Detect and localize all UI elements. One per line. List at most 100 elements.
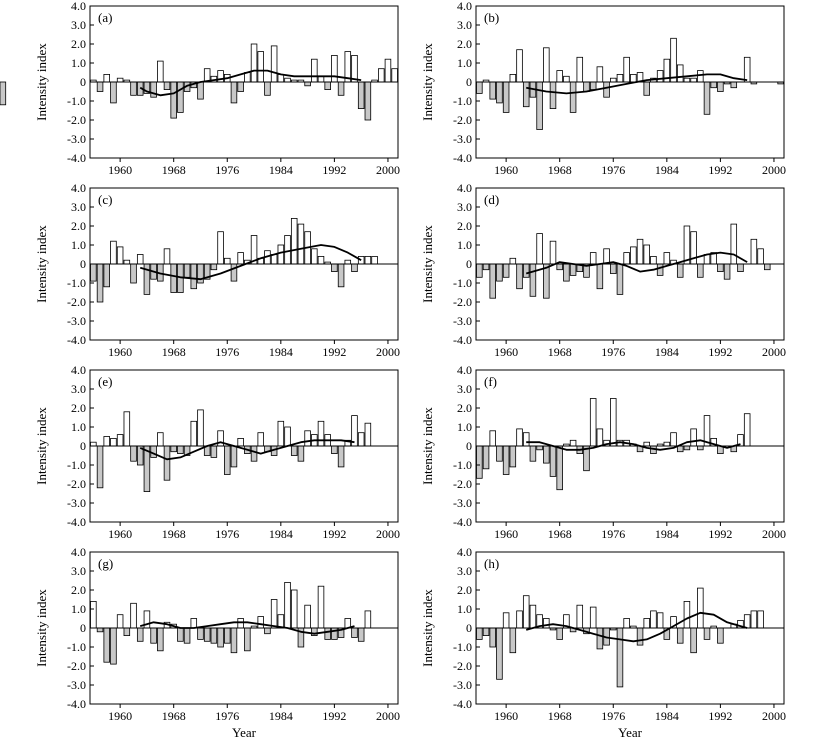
bar-1992 [331,263,338,272]
x-tick-label: 1976 [215,163,239,177]
bar-1957 [482,627,490,636]
bar-1974 [596,627,604,650]
bar-1987 [683,601,691,629]
x-tick-label: 1968 [162,345,186,359]
y-tick-label: 1.0 [457,238,472,252]
y-tick-label: 3.0 [71,18,86,32]
y-tick-label: -2.0 [453,295,472,309]
bar-1963 [522,595,530,629]
bar-1998 [757,610,764,629]
y-tick-label: 0 [466,439,472,453]
bar-1968 [170,263,177,293]
bar-1981 [643,244,650,265]
smooth-line [139,439,355,461]
panel-f: 4.0 3.0 2.0 1.0 0 -1.0 -2.0 -3.0 -4.0 1960 1968 197… [420,363,786,541]
bar-1959 [110,627,117,665]
bar-1991 [324,627,331,640]
y-tick-label: -4.0 [67,515,86,529]
y-tick-label: 4.0 [457,0,472,13]
y-tick-label: -1.0 [67,276,86,290]
y-axis-label: Intensity index [420,43,435,121]
y-tick-label: -3.0 [67,314,86,328]
bar-1968 [170,445,177,453]
y-tick-label: 4.0 [71,545,86,559]
bar-1976 [610,398,617,447]
smooth-line [525,611,748,643]
x-tick-label: 1968 [162,527,186,541]
bar-1989 [697,70,704,83]
bar-1967 [549,81,557,110]
bar-1997 [364,255,372,265]
y-tick-label: 2.0 [457,401,472,415]
bar-1966 [157,60,164,83]
x-tick-label: 1960 [494,163,518,177]
bar-1976 [610,263,617,274]
bar-1975 [603,81,610,98]
x-tick-label: 1976 [215,527,239,541]
smooth-line [139,621,355,635]
bar-1985 [670,432,677,447]
bar-1992 [717,81,724,92]
bar-1956 [476,81,483,94]
x-tick-label: 2000 [762,345,786,359]
y-tick-label: 4.0 [457,363,472,377]
y-tick-label: -4.0 [67,333,86,347]
y-tick-label: -4.0 [453,151,472,165]
x-tick-label: 1960 [494,345,518,359]
bar-1960 [502,81,510,113]
bar-1985 [284,582,291,629]
bar-1965 [150,627,157,644]
bar-1969 [177,627,184,642]
panel-label: (h) [484,556,499,571]
bar-1960 [502,612,510,629]
bar-1965 [150,81,157,98]
y-tick-label: 0 [80,621,86,635]
y-tick-label: 3.0 [457,564,472,578]
bar-1986 [676,627,684,644]
x-tick-label: 2000 [376,345,400,359]
bar-1986 [676,64,684,83]
x-tick-label: 1968 [548,163,572,177]
y-tick-label: 2.0 [457,37,472,51]
bar-1958 [489,81,496,100]
bar-1967 [163,81,171,90]
bar-1975 [603,248,610,265]
bar-1963 [522,81,530,108]
bar-1985 [670,37,677,83]
x-tick-label: 1984 [269,345,293,359]
y-tick-label: 4.0 [71,181,86,195]
bar-1994 [344,259,352,265]
y-tick-label: -4.0 [67,151,86,165]
y-tick-label: 0 [80,75,86,89]
y-tick-label: -2.0 [67,295,86,309]
y-tick-label: -3.0 [453,496,472,510]
y-tick-label: -3.0 [67,132,86,146]
bar-1990 [317,420,325,447]
bar-undefined [0,81,7,106]
panel-b: 4.0 3.0 2.0 1.0 0 -1.0 -2.0 -3.0 -4.0 1960 1968 197… [420,0,786,177]
y-tick-label: 1.0 [457,56,472,70]
panel-label: (g) [98,556,113,571]
y-tick-label: 2.0 [457,583,472,597]
x-axis-label: Year [618,725,643,740]
y-tick-label: 0 [466,621,472,635]
x-tick-label: 1984 [269,527,293,541]
bar-1992 [717,627,724,644]
bar-1980 [636,627,644,646]
bar-1981 [643,441,650,447]
bar-1961 [509,445,517,468]
panel-h: 4.0 3.0 2.0 1.0 0 -1.0 -2.0 -3.0 -4.0 1960 1968 197… [420,545,786,740]
bar-1983 [270,45,278,83]
bar-1975 [217,231,224,265]
x-tick-label: 1968 [548,709,572,723]
bar-1962 [516,49,523,83]
bar-1996 [743,413,751,447]
bar-1985 [284,235,291,265]
bar-1964 [529,604,537,629]
bar-1966 [157,432,164,447]
x-tick-label: 1968 [548,527,572,541]
bar-1996 [743,614,751,629]
x-tick-label: 1960 [108,163,132,177]
bar-1964 [143,445,151,492]
bar-1993 [337,445,345,468]
